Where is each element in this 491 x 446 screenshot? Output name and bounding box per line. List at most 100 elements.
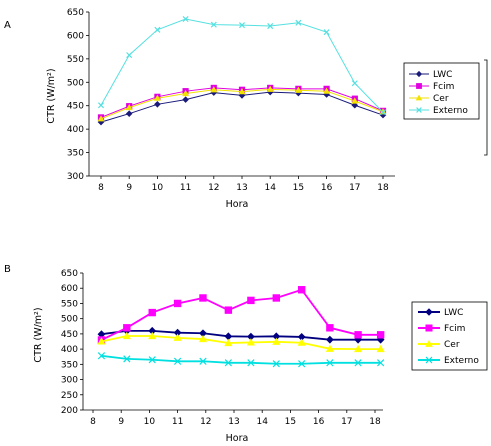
panel-b-series-lwc-point [354, 335, 362, 344]
panel-b-y-axis-label: CTR (W/m²) [33, 307, 44, 362]
panel-a-legend-fcim-marker [416, 83, 422, 89]
panel-b-series-cer-point [354, 344, 363, 353]
panel-b-y-tick-label: 400 [61, 345, 78, 355]
panel-a-series-cer-point [97, 115, 105, 122]
panel-b-label: B [4, 264, 11, 275]
panel-a-y-tick-label: 300 [67, 172, 84, 182]
panel-b-x-axis-label: Hora [226, 433, 249, 444]
panel-a-y-tick-label: 650 [67, 8, 84, 18]
panel-b-plot-area: 200 250 300 350 400 450 500 550 600 650 8 9 10 11 12 13… [61, 269, 385, 427]
panel-b-y-tick-label: 550 [61, 299, 78, 309]
panel-a-series-lwc-point [154, 101, 161, 108]
panel-b-series-fcim-point [297, 286, 306, 294]
panel-a-x-tick-label: 9 [126, 183, 132, 193]
panel-a-y-tick-label: 600 [67, 31, 84, 41]
panel-b-x-tick-label: 10 [144, 417, 156, 427]
panel-b-series-cer-point [272, 337, 281, 345]
panel-b-series-fcim-line [101, 288, 381, 341]
panel-b-legend-lwc-label: LWC [444, 308, 463, 318]
panel-b-y-tick-label: 650 [61, 269, 78, 279]
panel-a-series-cer-point [125, 103, 133, 111]
panel-b-series-lwc-line [101, 329, 381, 341]
panel-b-series-cer-point [325, 344, 334, 352]
panel-a-series-externo-point [97, 102, 105, 109]
panel-b-series-lwc-point [224, 332, 233, 341]
panel-b-y-tick-label: 300 [61, 376, 78, 386]
panel-b-series-fcim-point [224, 306, 233, 314]
panel-a-legend-lwc-label: LWC [433, 70, 452, 80]
panel-b-legend-externo-marker [425, 356, 433, 364]
panel-b-legend-fcim-label: Fcim [444, 324, 465, 334]
panel-b-x-tick-label: 13 [228, 417, 239, 427]
panel-b-legend-cer-label: Cer [444, 340, 460, 350]
panel-a-series-cer-point [238, 88, 246, 95]
panel-a-x-tick-label: 14 [264, 183, 276, 193]
panel-a-legend-externo-label: Externo [433, 106, 468, 116]
panel-a-x-tick-label: 8 [98, 183, 104, 193]
panel-b-series-cer-line [101, 335, 381, 351]
panel-b-series-lwc-point [325, 335, 334, 344]
panel-a-legend-cer-label: Cer [433, 94, 449, 104]
panel-a-series-cer-point [323, 87, 331, 94]
panel-a-legend: LWC Fcim Cer Externo [403, 62, 480, 120]
panel-a-label: A [4, 20, 11, 31]
panel-b-series-lwc-point [376, 335, 385, 344]
panel-a-legend-entries: LWC Fcim Cer Externo [409, 70, 468, 116]
panel-b-legend-cer-marker [425, 339, 433, 347]
panel-a-bracket [484, 59, 488, 156]
panel-b-series-cer-point [224, 338, 233, 347]
panel-b-x-tick-label: 8 [90, 417, 96, 427]
panel-a-series-externo-point [351, 80, 358, 87]
panel-b-legend-fcim-marker [425, 324, 433, 332]
panel-b-series-fcim-point [199, 294, 207, 302]
panel-b-series-externo-point [148, 356, 156, 364]
panel-a-series-cer-point [182, 89, 190, 97]
panel-a-series-lwc-point [238, 92, 246, 99]
panel-b-series-fcim-point [247, 296, 255, 305]
panel-a-y-axis-label: CTR (W/m²) [46, 68, 57, 123]
panel-b-series-externo-point [298, 360, 306, 368]
panel-a-x-axis-label: Hora [226, 199, 249, 210]
panel-b-series-externo-point [173, 357, 182, 365]
panel-b-series-cer-point [297, 338, 306, 346]
panel-a-y-tick-label: 500 [67, 78, 84, 88]
panel-b-x-tick-label: 12 [200, 417, 211, 427]
panel-a-series-cer-point [153, 94, 161, 101]
panel-b-series-cer-point [173, 333, 182, 341]
panel-b-series-fcim-point [148, 308, 156, 317]
panel-b-series-cer-point [148, 331, 157, 340]
panel-a-y-tick-label: 350 [67, 149, 84, 159]
panel-b-series-externo-point [272, 360, 280, 368]
panel-a-x-tick-label: 18 [377, 183, 389, 193]
panel-a-series-externo-point [379, 109, 387, 116]
panel-a-series-externo-point [295, 19, 302, 26]
panel-b-y-tick-label: 600 [61, 284, 78, 294]
panel-b-x-tick-label: 14 [256, 417, 268, 427]
panel-b-series-cer-point [246, 338, 255, 346]
panel-b-x-tick-label: 18 [369, 417, 381, 427]
panel-a-series-cer-point [351, 97, 359, 104]
panel-b-series-externo-point [377, 359, 385, 367]
panel-a-plot-area: 300 350 400 450 500 550 600 650 8 9 10 11 12 13 14 15 16… [67, 8, 395, 193]
panel-b-series-fcim-point [354, 331, 362, 339]
panel-a-legend-lwc-marker [415, 70, 423, 78]
panel-a-y-tick-label: 450 [67, 102, 84, 112]
panel-a-series-cer-point [266, 85, 274, 92]
panel-b-x-tick-label: 9 [118, 417, 124, 427]
panel-b-legend-box [411, 301, 488, 371]
panel-b-x-tick-label: 17 [341, 417, 352, 427]
panel-b: B 200 250 300 350 400 450 500 550 600 650 8 9 10 11 12… [4, 264, 488, 444]
panel-b-series-externo-point [123, 355, 131, 363]
panel-a-legend-cer-marker [415, 94, 423, 101]
panel-a-series-externo-point [182, 16, 189, 23]
panel-b-series-externo-point [224, 359, 232, 367]
panel-a-x-tick-label: 11 [180, 183, 191, 193]
panel-b-legend-externo-label: Externo [444, 356, 479, 366]
panel-b-series-externo-point [97, 352, 106, 360]
panel-b-y-tick-label: 350 [61, 360, 78, 370]
panel-b-legend-entries: LWC Fcim Cer Externo [418, 308, 479, 366]
panel-a-x-tick-label: 10 [152, 183, 164, 193]
panel-b-series-externo-point [326, 359, 334, 367]
panel-b-series-fcim-point [123, 324, 131, 332]
